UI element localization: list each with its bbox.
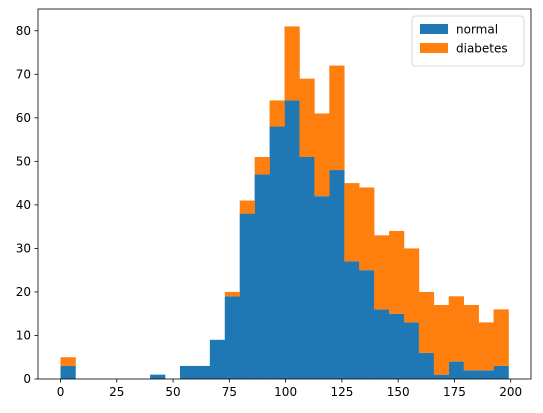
- y-tick-label-80: 80: [16, 24, 31, 38]
- bar-normal-6: [150, 374, 166, 379]
- x-tick-label-175: 175: [443, 385, 466, 399]
- bar-normal-16: [299, 157, 315, 379]
- y-axis: 0 10 20 30 40 50 60 70 80: [16, 24, 38, 386]
- bar-diabetes-15: [284, 26, 300, 101]
- bar-diabetes-20: [359, 187, 375, 271]
- y-tick-label-20: 20: [16, 285, 31, 299]
- bar-normal-22: [389, 313, 405, 379]
- bar-normal-17: [314, 196, 330, 379]
- bar-normal-27: [463, 370, 479, 379]
- x-tick-label-150: 150: [387, 385, 410, 399]
- legend: normal diabetes: [411, 15, 525, 67]
- y-tick-label-60: 60: [16, 111, 31, 125]
- x-tick-label-25: 25: [109, 385, 124, 399]
- bar-normal-19: [344, 261, 360, 379]
- bar-normal-29: [493, 365, 509, 379]
- x-tick-label-200: 200: [499, 385, 522, 399]
- y-tick-label-30: 30: [16, 242, 31, 256]
- x-tick-label-125: 125: [330, 385, 353, 399]
- bars-group: [60, 26, 509, 379]
- legend-swatch-normal: [420, 24, 448, 34]
- bar-normal-25: [433, 374, 450, 379]
- bar-normal-12: [239, 213, 255, 379]
- axes-border: [37, 8, 532, 380]
- bar-diabetes-27: [463, 305, 479, 371]
- bar-normal-28: [478, 370, 494, 379]
- x-tick-label-0: 0: [57, 385, 65, 399]
- bar-normal-10: [209, 339, 226, 379]
- bar-normal-8: [179, 365, 196, 379]
- bar-normal-23: [403, 322, 420, 379]
- x-tick-label-100: 100: [274, 385, 297, 399]
- bar-diabetes-17: [314, 113, 330, 197]
- bar-diabetes-14: [269, 100, 285, 127]
- bar-diabetes-16: [299, 78, 315, 157]
- bar-normal-9: [194, 365, 211, 379]
- bar-diabetes-23: [403, 248, 420, 323]
- axes-frame: [37, 8, 532, 380]
- bar-normal-15: [284, 100, 300, 379]
- bar-diabetes-28: [478, 322, 494, 371]
- x-axis: 0 25 50 75 100 125 150 175 200: [57, 379, 522, 399]
- bar-diabetes-24: [418, 291, 435, 353]
- bar-diabetes-18: [329, 65, 345, 171]
- y-tick-label-50: 50: [16, 155, 31, 169]
- bar-diabetes-13: [254, 157, 270, 175]
- bar-normal-0: [60, 365, 76, 379]
- bar-diabetes-0: [60, 357, 76, 366]
- bar-normal-18: [329, 170, 345, 379]
- x-tick-label-75: 75: [222, 385, 237, 399]
- bar-normal-14: [269, 126, 285, 379]
- bar-diabetes-25: [433, 305, 450, 375]
- bar-diabetes-11: [224, 291, 240, 297]
- bar-normal-20: [359, 270, 375, 379]
- bar-normal-11: [224, 296, 240, 379]
- bar-diabetes-29: [493, 309, 509, 366]
- bar-diabetes-21: [374, 235, 390, 310]
- bar-normal-26: [448, 361, 464, 379]
- y-tick-label-0: 0: [23, 372, 31, 386]
- y-tick-label-10: 10: [16, 329, 31, 343]
- x-tick-label-50: 50: [165, 385, 180, 399]
- legend-label-diabetes: diabetes: [456, 42, 508, 56]
- bar-diabetes-12: [239, 200, 255, 214]
- bar-diabetes-19: [344, 183, 360, 262]
- bar-normal-13: [254, 174, 270, 379]
- y-tick-label-40: 40: [16, 198, 31, 212]
- bar-normal-21: [374, 309, 390, 379]
- legend-swatch-diabetes: [420, 43, 448, 53]
- bar-normal-24: [418, 352, 435, 379]
- bar-diabetes-22: [389, 231, 405, 314]
- y-tick-label-70: 70: [16, 67, 31, 81]
- bar-diabetes-26: [448, 296, 464, 362]
- legend-label-normal: normal: [456, 23, 498, 37]
